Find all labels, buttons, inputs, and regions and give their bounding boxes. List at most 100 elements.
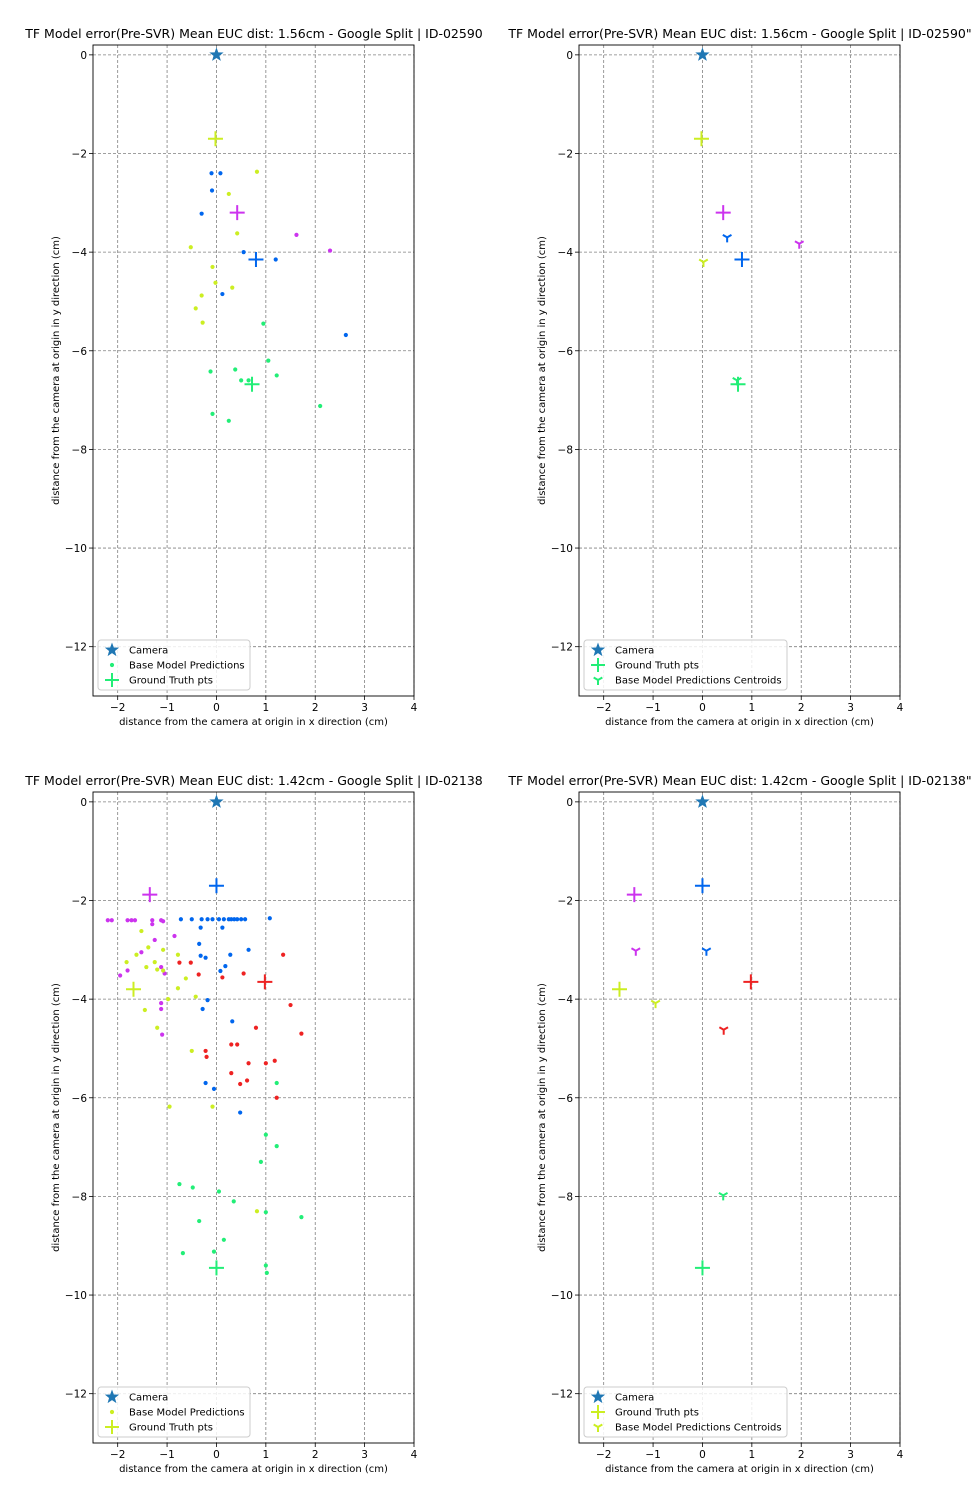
y-tick-label: −6 — [72, 1093, 88, 1105]
prediction-point — [210, 411, 215, 416]
chart-title: TF Model error(Pre-SVR) Mean EUC dist: 1… — [24, 773, 483, 788]
prediction-point — [274, 1144, 279, 1149]
prediction-centroid-marker — [698, 258, 709, 267]
data-marks — [105, 794, 304, 1276]
x-tick-label: 1 — [749, 702, 756, 714]
legend-label: Ground Truth pts — [129, 676, 213, 687]
prediction-point — [223, 963, 228, 969]
prediction-point — [139, 928, 144, 934]
x-tick-label: −2 — [596, 702, 611, 714]
data-marks — [188, 47, 348, 423]
prediction-point — [175, 952, 181, 957]
x-tick-label: 2 — [312, 702, 319, 714]
y-axis-label: distance from the camera at origin in y … — [51, 236, 62, 505]
prediction-point — [150, 922, 155, 927]
x-tick-label: −1 — [645, 702, 660, 714]
ground-truth-marker — [715, 205, 731, 221]
prediction-point — [205, 917, 210, 922]
y-tick-label: −8 — [558, 444, 573, 456]
prediction-point — [327, 248, 333, 253]
legend-star-icon — [590, 642, 606, 657]
ground-truth-marker — [248, 252, 264, 268]
y-tick-label: −2 — [558, 149, 573, 161]
x-tick-label: 4 — [411, 1449, 418, 1461]
prediction-point — [229, 1042, 234, 1047]
prediction-point — [109, 918, 114, 923]
prediction-point — [221, 1237, 226, 1242]
prediction-centroid-marker — [794, 240, 805, 249]
prediction-point — [208, 369, 213, 374]
ground-truth-marker — [244, 376, 260, 392]
prediction-point — [165, 997, 171, 1002]
prediction-point — [204, 1054, 209, 1059]
legend-star-icon — [104, 1389, 120, 1404]
prediction-point — [210, 917, 215, 922]
y-tick-label: −12 — [65, 642, 87, 654]
prediction-point — [199, 211, 204, 216]
x-tick-label: 0 — [213, 702, 220, 714]
prediction-point — [159, 1006, 164, 1012]
y-tick-label: −2 — [72, 149, 87, 161]
prediction-centroid-marker — [701, 947, 712, 956]
y-tick-label: −4 — [72, 994, 88, 1006]
prediction-centroid-marker — [718, 1192, 729, 1201]
prediction-point — [216, 1189, 222, 1194]
prediction-centroid-marker — [718, 1026, 729, 1035]
x-tick-label: 4 — [411, 702, 418, 714]
prediction-point — [144, 964, 149, 970]
y-tick-label: −6 — [558, 1093, 574, 1105]
axes-frame — [578, 44, 901, 697]
grid — [579, 792, 901, 1443]
prediction-point — [235, 1042, 240, 1047]
legend-label: Base Model Predictions — [129, 661, 245, 672]
ground-truth-marker — [207, 131, 223, 147]
legend-tri-icon — [593, 1423, 603, 1432]
prediction-point — [180, 1251, 185, 1256]
prediction-point — [190, 1185, 195, 1190]
prediction-point — [263, 1263, 268, 1268]
prediction-point — [188, 960, 193, 965]
x-tick-label: 4 — [897, 1449, 904, 1461]
prediction-point — [229, 917, 234, 922]
prediction-point — [288, 1002, 293, 1008]
x-tick-label: −2 — [110, 702, 125, 714]
ground-truth-marker — [125, 981, 141, 997]
legend-dot-icon — [109, 662, 115, 668]
legend-label: Camera — [615, 646, 654, 657]
legend: Camera Base Model Predictions Ground Truth… — [97, 639, 251, 691]
y-tick-label: 0 — [566, 50, 573, 62]
y-tick-label: −8 — [72, 444, 87, 456]
prediction-point — [193, 994, 198, 999]
prediction-point — [161, 919, 166, 924]
prediction-point — [220, 925, 225, 930]
camera-marker — [695, 794, 710, 808]
prediction-point — [273, 257, 278, 262]
prediction-point — [209, 188, 215, 193]
camera-marker — [209, 47, 224, 61]
ground-truth-marker — [229, 205, 245, 221]
prediction-point — [188, 245, 193, 250]
axes-frame — [92, 44, 415, 697]
prediction-point — [213, 280, 218, 285]
legend-box — [583, 639, 788, 691]
prediction-point — [343, 332, 348, 338]
y-tick-label: −4 — [558, 247, 574, 259]
x-tick-label: 3 — [361, 1449, 368, 1461]
prediction-point — [129, 918, 134, 923]
prediction-point — [216, 917, 222, 922]
y-tick-label: −2 — [72, 896, 87, 908]
prediction-point — [246, 1061, 251, 1066]
x-tick-label: −2 — [596, 1449, 611, 1461]
legend: Camera Ground Truth pts Base Model Predict… — [583, 1386, 788, 1438]
prediction-point — [209, 171, 214, 176]
prediction-point — [105, 918, 110, 923]
x-axis-label: distance from the camera at origin in x … — [605, 717, 874, 728]
legend-label: Camera — [615, 1393, 654, 1404]
prediction-point — [205, 998, 210, 1003]
x-tick-label: 1 — [263, 1449, 270, 1461]
prediction-point — [198, 953, 203, 958]
prediction-point — [299, 1031, 304, 1036]
x-tick-label: 1 — [749, 1449, 756, 1461]
